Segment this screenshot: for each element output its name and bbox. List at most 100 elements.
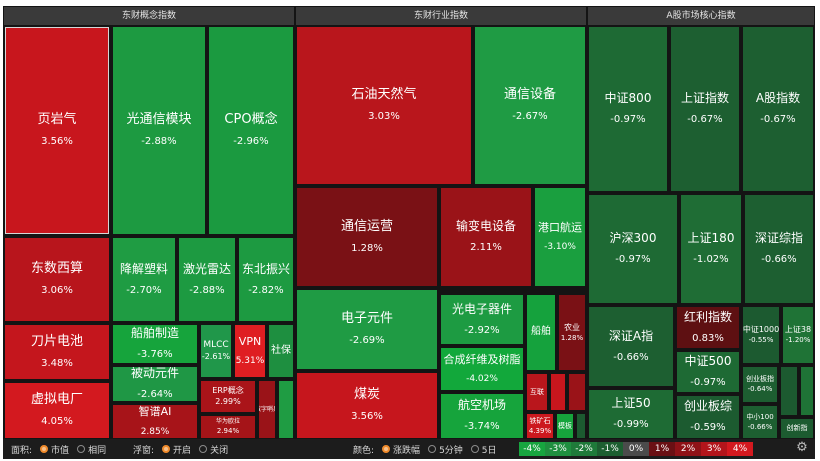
tile-dianzi[interactable]: 电子元件 -2.69% xyxy=(296,289,438,370)
tile-change: -0.97% xyxy=(610,114,646,126)
float-option-off-label: 关闭 xyxy=(210,445,229,456)
tile-change: -0.97% xyxy=(615,254,651,266)
tile-name: CPO概念 xyxy=(224,112,278,128)
tile-mohu[interactable]: 模板 xyxy=(556,413,574,439)
tile-zz500[interactable]: 中证500 -0.97% xyxy=(676,351,740,393)
tile-chuanbo[interactable]: 船舶制造 -3.76% xyxy=(112,324,198,364)
tile-szazhi[interactable]: 深证A指 -0.66% xyxy=(588,306,674,387)
tile-shuzi[interactable]: 数字哨兵 xyxy=(258,380,276,439)
gear-icon[interactable]: ⚙ xyxy=(796,440,808,455)
tile-zhipu[interactable]: 智谱AI 2.85% xyxy=(112,404,198,439)
tile-name: 红利指数 xyxy=(683,309,732,324)
tile-zhongxiao[interactable]: 中小100 -0.66% xyxy=(742,405,778,439)
tile-dongshu[interactable]: 东数西算 3.06% xyxy=(4,237,110,322)
tile-name: 上证38 xyxy=(784,325,812,335)
area-option-equal[interactable]: 相同 xyxy=(77,443,106,456)
tile-small-unlabeled[interactable] xyxy=(568,373,586,411)
tile-name: 农业 xyxy=(564,322,580,332)
tile-hs300[interactable]: 沪深300 -0.97% xyxy=(588,194,678,304)
tile-change: -0.66% xyxy=(747,422,773,431)
tile-change: -0.66% xyxy=(613,351,649,363)
tile-chuangyez[interactable]: 创业板综 -0.59% xyxy=(676,395,740,439)
tile-vpn[interactable]: VPN 5.31% xyxy=(234,324,266,378)
tile-agzs[interactable]: A股指数 -0.67% xyxy=(742,26,814,192)
tile-change: 1.28% xyxy=(560,333,584,342)
tile-name: 创新指 xyxy=(786,424,808,433)
panel-header-core: A股市场核心指数 xyxy=(588,7,814,25)
tile-guangtongxin[interactable]: 光通信模块 -2.88% xyxy=(112,26,206,235)
tile-name: 航空机场 xyxy=(457,398,506,413)
color-option-change[interactable]: 涨跌幅 xyxy=(382,443,420,456)
tile-jiangjie[interactable]: 降解塑料 -2.70% xyxy=(112,237,176,322)
tile-gangkou[interactable]: 港口航运 -3.10% xyxy=(534,187,586,287)
tile-nongye[interactable]: 农业 1.28% xyxy=(558,294,586,371)
legend-swatch: -2% xyxy=(571,442,597,456)
tile-szzs[interactable]: 上证指数 -0.67% xyxy=(670,26,740,192)
tile-jiguang[interactable]: 激光雷达 -2.88% xyxy=(178,237,236,322)
tile-yeyanqi[interactable]: 页岩气 3.56% xyxy=(4,26,110,235)
tile-zz800[interactable]: 中证800 -0.97% xyxy=(588,26,668,192)
tile-name: 上证指数 xyxy=(680,91,729,106)
tile-sz180[interactable]: 上证180 -1.02% xyxy=(680,194,742,304)
tile-change: -0.64% xyxy=(747,385,773,393)
tile-small-unlabeled[interactable] xyxy=(800,366,814,416)
tile-name: 通信运营 xyxy=(340,218,393,234)
tile-change: -2.64% xyxy=(137,389,173,401)
tile-name: 电子元件 xyxy=(340,311,393,327)
tile-chuanbo2[interactable]: 船舶 xyxy=(526,294,556,371)
tile-change: -0.66% xyxy=(761,254,797,266)
tile-zz1000[interactable]: 中证1000 -0.55% xyxy=(742,306,780,364)
tile-name: 港口航运 xyxy=(538,220,582,234)
tile-shiyou[interactable]: 石油天然气 3.03% xyxy=(296,26,472,185)
float-option-on-label: 开启 xyxy=(173,445,192,456)
tile-change: -3.76% xyxy=(137,349,173,361)
tile-hongli[interactable]: 红利指数 0.83% xyxy=(676,306,740,349)
tile-sz50[interactable]: 上证50 -0.99% xyxy=(588,389,674,439)
tile-tongxinsb[interactable]: 通信设备 -2.67% xyxy=(474,26,586,185)
tile-small-unlabeled[interactable] xyxy=(278,380,294,439)
tile-name: 降解塑料 xyxy=(119,261,168,276)
tile-change: -2.69% xyxy=(349,335,385,347)
tile-small-unlabeled[interactable] xyxy=(780,366,798,416)
tile-mlcc[interactable]: MLCC -2.61% xyxy=(200,324,232,378)
tile-hecheng[interactable]: 合成纤维及树脂 -4.02% xyxy=(440,347,524,391)
tile-change: -2.67% xyxy=(512,111,548,123)
float-option-off[interactable]: 关闭 xyxy=(199,443,228,456)
tile-dongbei[interactable]: 东北振兴 -2.82% xyxy=(238,237,294,322)
tile-shebao[interactable]: 社保 xyxy=(268,324,294,378)
tile-name: 深证综指 xyxy=(754,231,803,246)
tile-name: 互联 xyxy=(530,387,544,396)
tile-beidong[interactable]: 被动元件 -2.64% xyxy=(112,366,198,402)
tile-change: -0.55% xyxy=(748,336,774,345)
color-option-5min[interactable]: 5分钟 xyxy=(428,443,463,456)
tile-chuangxin[interactable]: 创新指 xyxy=(780,418,814,439)
tile-change: -1.20% xyxy=(785,336,811,345)
tile-cpo[interactable]: CPO概念 -2.96% xyxy=(208,26,294,235)
tile-guangdianzi[interactable]: 光电子器件 -2.92% xyxy=(440,294,524,345)
radio-off-icon xyxy=(470,445,479,453)
tile-erp[interactable]: ERP概念 2.99% xyxy=(200,380,256,413)
tile-tiekuang[interactable]: 铁矿石 4.39% xyxy=(526,413,554,439)
tile-hangkong[interactable]: 航空机场 -3.74% xyxy=(440,393,524,439)
area-label: 面积: xyxy=(11,445,33,456)
tile-name: 船舶 xyxy=(531,326,551,338)
color-option-5day[interactable]: 5日 xyxy=(470,443,497,456)
area-option-marketcap[interactable]: 市值 xyxy=(40,443,69,456)
tile-tongxinyy[interactable]: 通信运营 1.28% xyxy=(296,187,438,287)
tile-xuni[interactable]: 虚拟电厂 4.05% xyxy=(4,382,110,439)
tile-sz38[interactable]: 上证38 -1.20% xyxy=(782,306,814,364)
tile-huawei[interactable]: 华为欧拉 2.94% xyxy=(200,415,256,439)
tile-name: 中证1000 xyxy=(742,325,780,335)
tile-small-unlabeled[interactable] xyxy=(576,413,586,439)
tile-name: 创业板综 xyxy=(683,399,732,414)
tile-daopian[interactable]: 刀片电池 3.48% xyxy=(4,324,110,380)
tile-shubian[interactable]: 输变电设备 2.11% xyxy=(440,187,532,287)
tile-name: 石油天然气 xyxy=(351,87,417,103)
float-option-on[interactable]: 开启 xyxy=(162,443,191,456)
tile-meitan[interactable]: 煤炭 3.56% xyxy=(296,372,438,439)
tile-chuangyeb[interactable]: 创业板指 -0.64% xyxy=(742,366,778,403)
tile-change: -1.02% xyxy=(693,254,729,266)
tile-small-unlabeled[interactable] xyxy=(550,373,566,411)
tile-hulian[interactable]: 互联 xyxy=(526,373,548,411)
tile-szzz[interactable]: 深证综指 -0.66% xyxy=(744,194,814,304)
